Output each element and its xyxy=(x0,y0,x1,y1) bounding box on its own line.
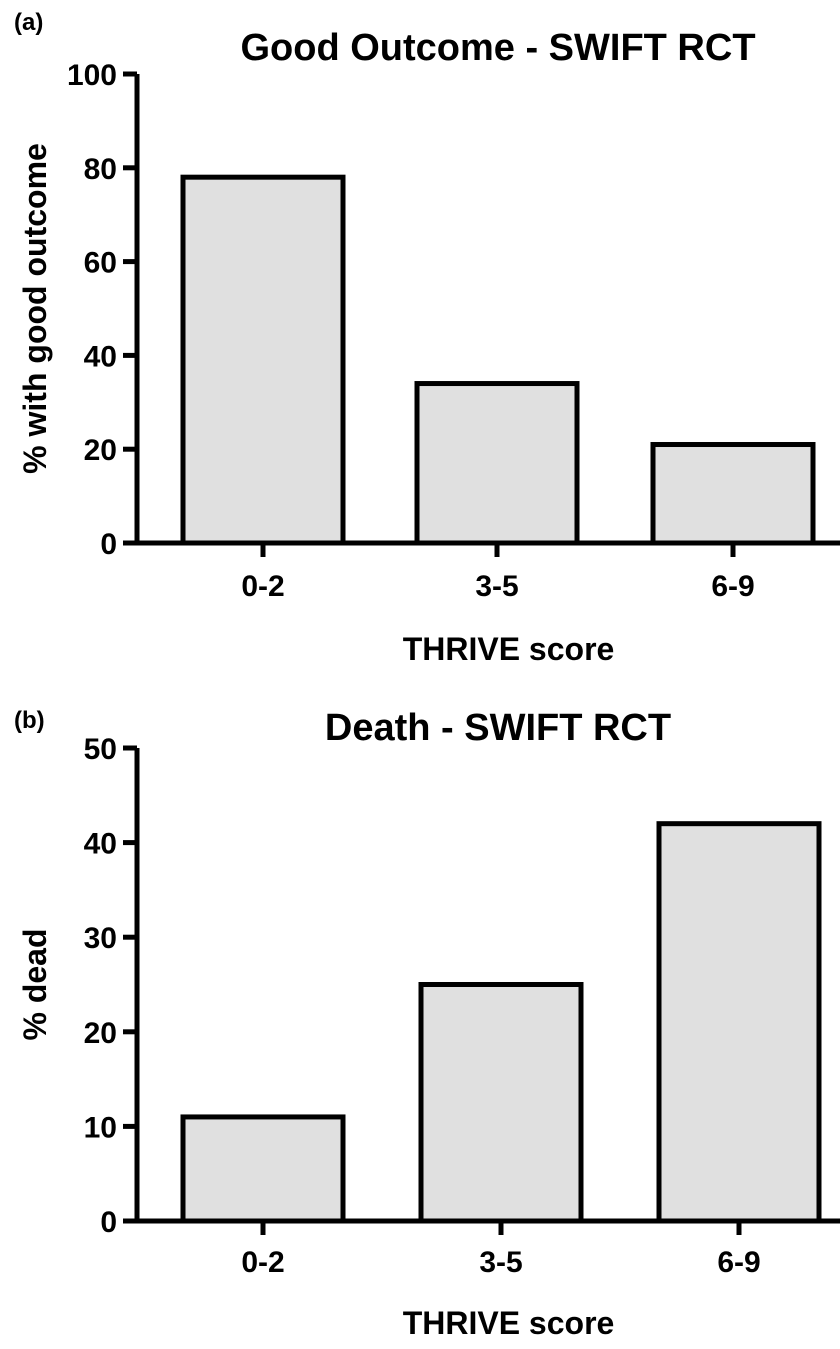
bar-0-2 xyxy=(180,174,346,546)
x-tick-label: 3-5 xyxy=(475,570,518,603)
y-axis-title: % with good outcome xyxy=(17,143,53,474)
y-tick-label: 60 xyxy=(84,247,117,280)
bar-3-5 xyxy=(418,982,584,1224)
x-axis-title: THRIVE score xyxy=(403,631,615,667)
x-tick-label: 3-5 xyxy=(479,1246,522,1279)
panel-letter: (b) xyxy=(14,707,45,734)
bar-3-5 xyxy=(414,381,580,546)
chart-title: Death - SWIFT RCT xyxy=(325,707,671,749)
y-tick-label: 50 xyxy=(84,733,117,766)
x-axis-title: THRIVE score xyxy=(403,1305,615,1341)
x-tick-label: 6-9 xyxy=(717,1246,760,1279)
y-tick-label: 20 xyxy=(84,434,117,467)
chart-panel-b: (b) Death - SWIFT RCT 0 10 20 30 40 50 0-2 3-5 6-9… xyxy=(14,707,840,1341)
bar-6-9 xyxy=(650,442,816,546)
x-tick-label: 6-9 xyxy=(711,570,754,603)
y-tick-label: 0 xyxy=(100,528,117,561)
y-tick-label: 40 xyxy=(84,828,117,861)
y-tick-label: 0 xyxy=(100,1206,117,1239)
x-tick-label: 0-2 xyxy=(241,570,284,603)
x-tick-label: 0-2 xyxy=(241,1246,284,1279)
y-tick-label: 40 xyxy=(84,340,117,373)
y-tick-label: 80 xyxy=(84,153,117,186)
chart-panel-a: (a) Good Outcome - SWIFT RCT 0 20 40 60 80 100 0… xyxy=(14,9,840,667)
y-axis-title: % dead xyxy=(17,928,53,1040)
y-tick-label: 100 xyxy=(67,59,117,92)
y-tick-label: 20 xyxy=(84,1017,117,1050)
chart-title: Good Outcome - SWIFT RCT xyxy=(240,27,755,69)
y-tick-label: 30 xyxy=(84,922,117,955)
panel-letter: (a) xyxy=(14,9,43,36)
y-tick-label: 10 xyxy=(84,1111,117,1144)
bar-6-9 xyxy=(656,821,822,1224)
bar-0-2 xyxy=(180,1114,346,1224)
